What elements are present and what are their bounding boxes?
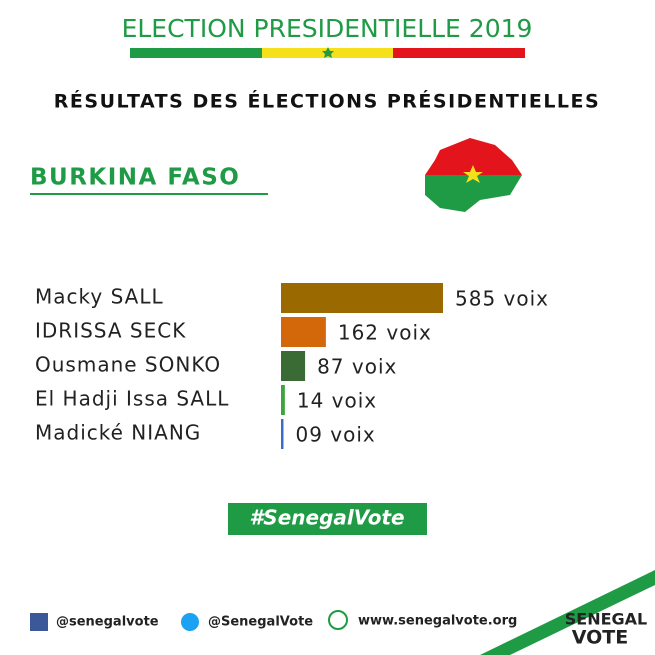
flag-star [322,47,334,58]
twitter-handle: @SenegalVote [208,615,313,630]
web-icon [328,610,348,630]
category-label: El Hadji Issa SALL [35,387,229,411]
value-label: 14 voix [297,389,377,413]
bar [281,351,306,381]
map-star [463,165,483,183]
value-label: 87 voix [317,355,397,379]
bar [281,385,285,415]
website: www.senegalvote.org [358,614,517,629]
subtitle-underline [30,193,268,195]
facebook-handle: @senegalvote [56,615,159,630]
category-label: Macky SALL [35,285,164,309]
hashtag-box [228,503,427,535]
bar [281,419,284,449]
logo-bottom: VOTE [572,627,628,649]
corner-white [510,585,655,655]
category-label: Madické NIANG [35,421,201,445]
bar [281,317,326,347]
bar [281,283,443,313]
chart-title: RÉSULTATS DES ÉLECTIONS PRÉSIDENTIELLES [54,90,600,113]
twitter-icon [181,613,199,631]
value-label: 162 voix [338,321,432,345]
category-label: IDRISSA SECK [35,319,186,343]
value-label: 09 voix [295,423,375,447]
flag-green [130,48,262,58]
chart-subtitle: BURKINA FASO [30,165,240,191]
facebook-icon [30,613,48,631]
logo-top: SENEGAL [565,610,647,629]
flag-red [393,48,525,58]
map-red [425,138,522,175]
value-label: 585 voix [455,287,549,311]
map-green [425,175,522,212]
header-title: ELECTION PRESIDENTIELLE 2019 [122,14,533,43]
hashtag: #SenegalVote [249,506,404,530]
category-label: Ousmane SONKO [35,353,221,377]
